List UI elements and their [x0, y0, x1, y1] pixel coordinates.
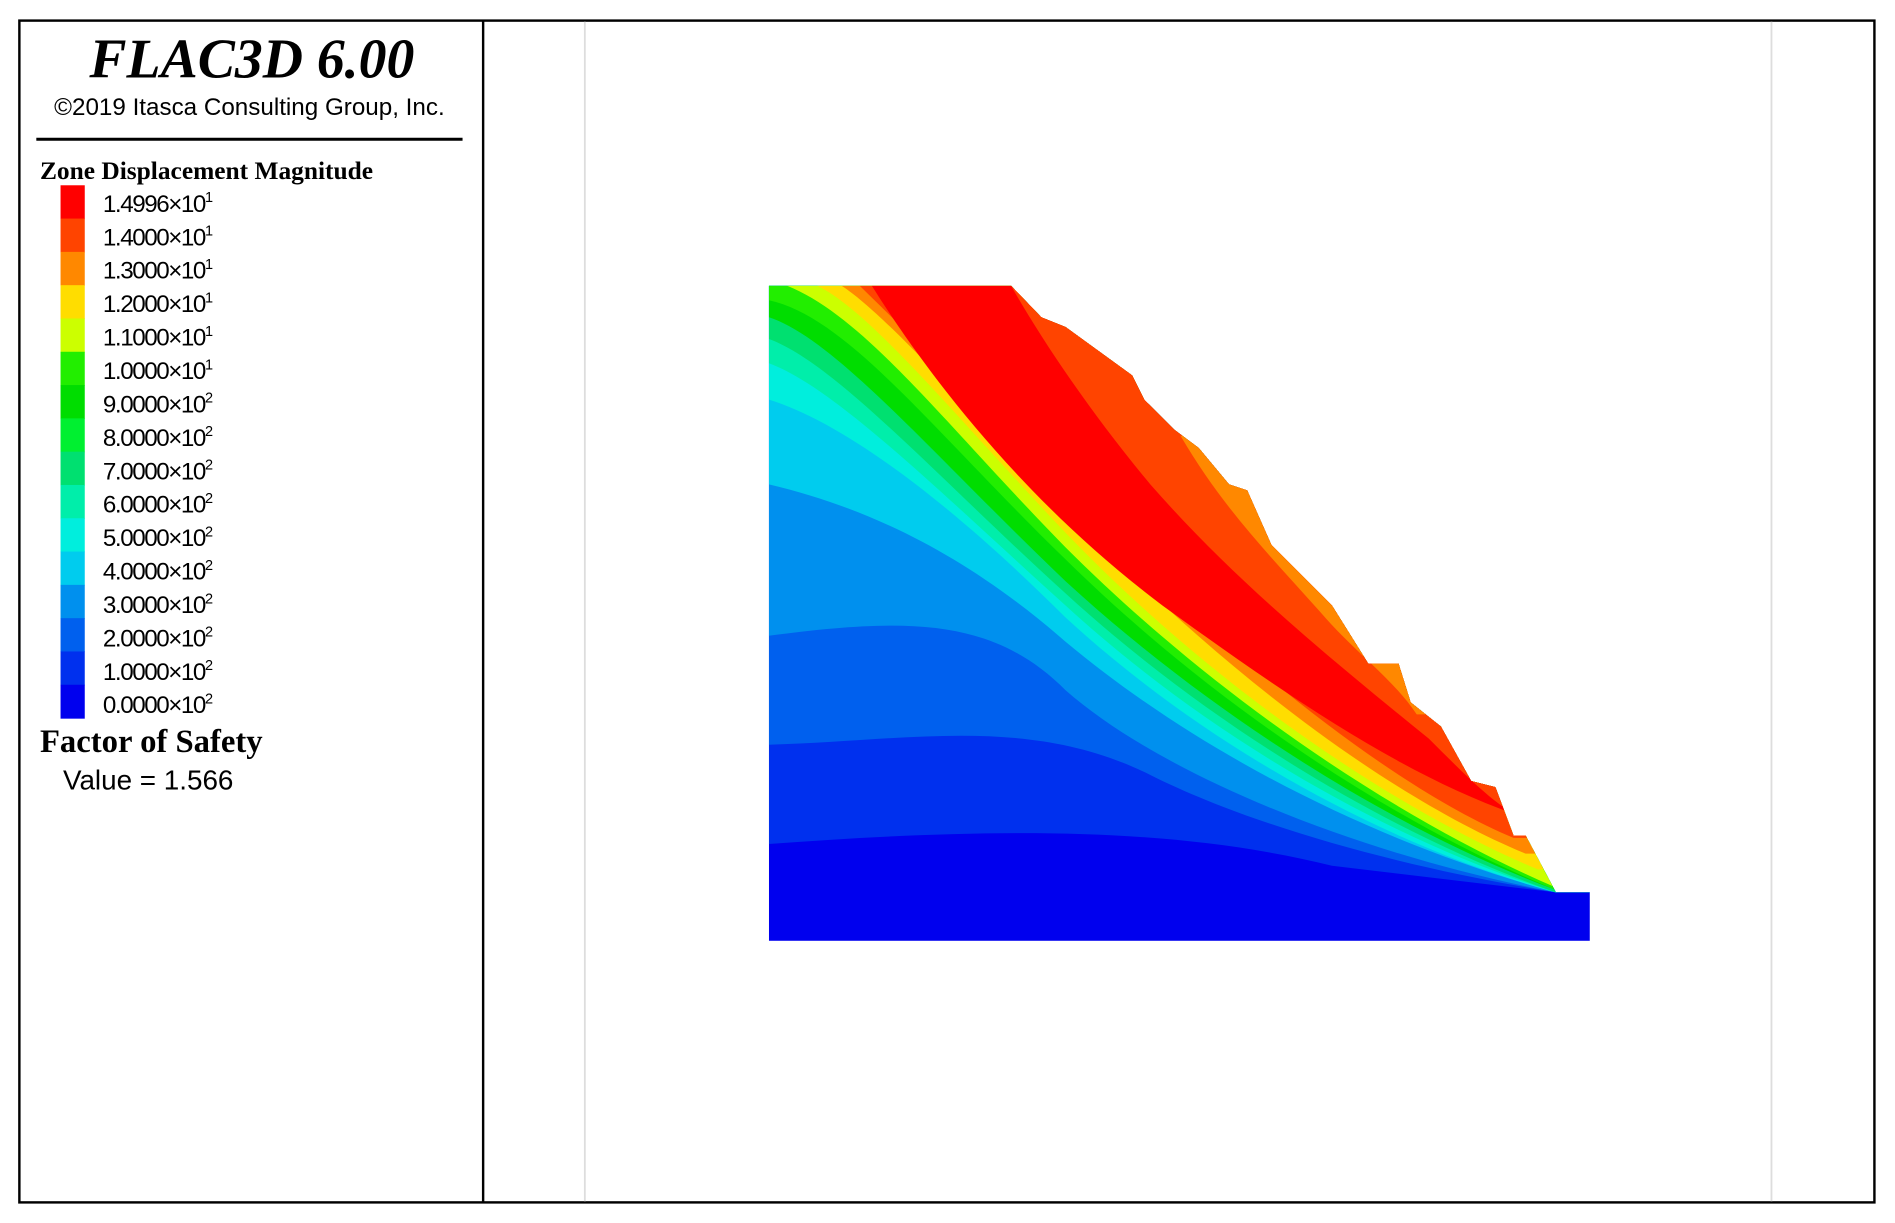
- legend-label: 8.0000×102: [103, 424, 213, 452]
- legend-mantissa: 8.0000×10: [103, 425, 206, 452]
- legend-label: 1.2000×101: [103, 290, 213, 318]
- legend-label: 1.0000×101: [103, 357, 213, 385]
- legend-mantissa: 3.0000×10: [103, 592, 206, 619]
- legend-label: 4.0000×102: [103, 558, 213, 586]
- legend-mantissa: 1.2000×10: [103, 291, 206, 318]
- legend-mantissa: 4.0000×10: [103, 559, 206, 586]
- legend-exponent: 1: [205, 357, 213, 373]
- legend-exponent: 2: [205, 625, 213, 641]
- legend-label: 2.0000×102: [103, 625, 213, 653]
- legend-mantissa: 9.0000×10: [103, 391, 206, 418]
- legend-swatch: [60, 551, 85, 586]
- legend-mantissa: 1.0000×10: [103, 358, 206, 385]
- legend: 1.4996×1011.4000×1011.3000×1011.2000×101…: [60, 185, 214, 720]
- legend-label: 1.4000×101: [103, 224, 213, 252]
- legend-mantissa: 7.0000×10: [103, 458, 206, 485]
- fos-value: Value = 1.566: [63, 764, 233, 795]
- legend-swatch: [60, 251, 85, 286]
- legend-swatch: [60, 518, 85, 553]
- legend-exponent: 2: [205, 692, 213, 708]
- legend-mantissa: 2.0000×10: [103, 625, 206, 652]
- legend-mantissa: 1.4000×10: [103, 224, 206, 251]
- legend-exponent: 2: [205, 458, 213, 474]
- legend-title: Zone Displacement Magnitude: [40, 157, 373, 185]
- legend-mantissa: 1.0000×10: [103, 659, 206, 686]
- legend-exponent: 2: [205, 391, 213, 407]
- legend-exponent: 2: [205, 524, 213, 540]
- legend-label: 5.0000×102: [103, 524, 213, 552]
- legend-swatch: [60, 651, 85, 686]
- legend-exponent: 1: [205, 290, 213, 306]
- legend-swatch: [60, 418, 85, 453]
- legend-label: 9.0000×102: [103, 391, 213, 419]
- legend-exponent: 2: [205, 558, 213, 574]
- legend-mantissa: 5.0000×10: [103, 525, 206, 552]
- legend-exponent: 2: [205, 424, 213, 440]
- legend-swatch: [60, 684, 85, 719]
- legend-swatch: [60, 451, 85, 486]
- legend-exponent: 1: [205, 224, 213, 240]
- legend-swatch: [60, 584, 85, 619]
- legend-swatch: [60, 385, 85, 419]
- legend-swatch: [60, 218, 85, 253]
- legend-exponent: 2: [205, 591, 213, 607]
- legend-mantissa: 1.1000×10: [103, 325, 206, 352]
- legend-swatch: [60, 618, 85, 653]
- legend-exponent: 1: [205, 190, 213, 206]
- legend-swatch: [60, 351, 85, 386]
- legend-swatch: [60, 185, 85, 220]
- legend-label: 1.4996×101: [103, 190, 213, 218]
- legend-exponent: 2: [205, 491, 213, 507]
- legend-exponent: 1: [205, 257, 213, 273]
- legend-mantissa: 1.3000×10: [103, 258, 206, 285]
- copyright: ©2019 Itasca Consulting Group, Inc.: [54, 94, 445, 121]
- app-title: FLAC3D 6.00: [88, 29, 414, 91]
- legend-label: 3.0000×102: [103, 591, 213, 619]
- legend-label: 1.0000×102: [103, 658, 213, 686]
- legend-swatch: [60, 484, 85, 519]
- legend-label: 7.0000×102: [103, 458, 213, 486]
- fos-title: Factor of Safety: [40, 724, 263, 760]
- legend-swatch: [60, 318, 85, 353]
- legend-swatch: [60, 285, 85, 320]
- legend-label: 1.3000×101: [103, 257, 213, 285]
- legend-exponent: 2: [205, 658, 213, 674]
- legend-label: 6.0000×102: [103, 491, 213, 519]
- legend-mantissa: 0.0000×10: [103, 692, 206, 719]
- legend-label: 0.0000×102: [103, 692, 213, 720]
- legend-exponent: 1: [205, 324, 213, 340]
- legend-mantissa: 6.0000×10: [103, 492, 206, 519]
- legend-label: 1.1000×101: [103, 324, 213, 352]
- legend-mantissa: 1.4996×10: [103, 191, 206, 218]
